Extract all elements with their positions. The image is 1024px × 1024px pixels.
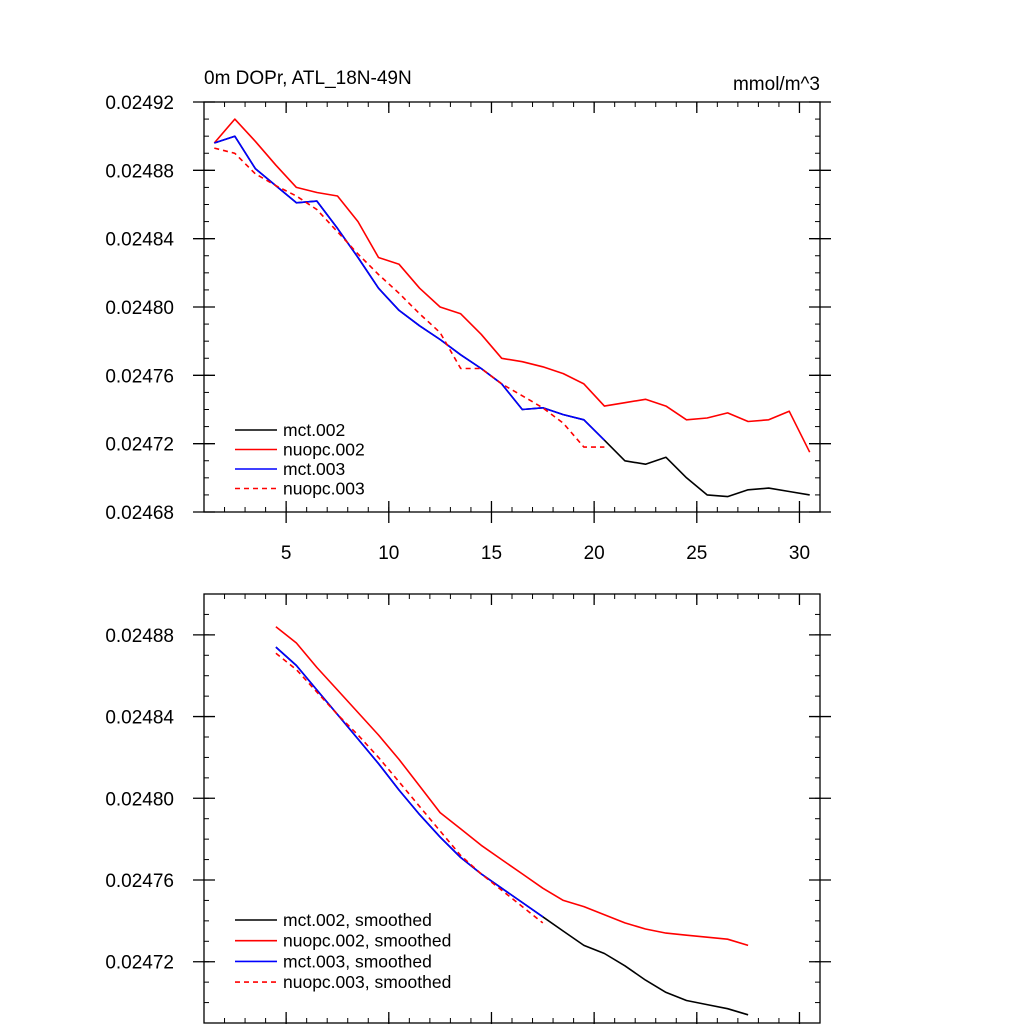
y-tick-label: 0.02488 [105, 161, 174, 182]
series-line [275, 652, 544, 924]
series-line [213, 118, 811, 453]
y-tick-label: 0.02480 [105, 789, 174, 810]
series-line [275, 646, 544, 918]
y-tick-label: 0.02484 [105, 230, 174, 251]
y-tick-label: 0.02468 [105, 503, 174, 524]
y-tick-label: 0.02472 [105, 435, 174, 456]
legend-label: mct.002 [283, 420, 345, 440]
legend-label: nuopc.002 [283, 440, 365, 460]
y-tick-label: 0.02476 [105, 366, 174, 387]
y-tick-label: 0.02484 [105, 708, 174, 729]
legend-label: mct.003 [283, 459, 345, 479]
y-tick-label: 0.02480 [105, 298, 174, 319]
series-line [214, 135, 605, 441]
legend-label: nuopc.003 [283, 479, 365, 499]
x-tick-label: 10 [378, 543, 399, 564]
chart-title-right: mmol/m^3 [733, 74, 820, 95]
y-tick-label: 0.02492 [105, 93, 174, 114]
x-tick-label: 20 [584, 543, 605, 564]
chart-panel-1: 5 10 15 20 25 30 0.02468 0.02472 0.02476 0.02480 0… [105, 68, 831, 564]
legend-label: nuopc.003, smoothed [283, 972, 451, 992]
series-line [214, 147, 605, 448]
y-tick-label: 0.02472 [105, 953, 174, 974]
chart-panel-2: 0.02472 0.02476 0.02480 0.02484 0.02488 mct.0… [105, 593, 831, 1024]
chart-title-left: 0m DOPr, ATL_18N-49N [204, 68, 412, 89]
x-tick-label: 25 [686, 543, 707, 564]
y-tick-label: 0.02476 [105, 871, 174, 892]
y-tick-label: 0.02488 [105, 626, 174, 647]
legend-label: mct.002, smoothed [283, 910, 432, 930]
series-line [275, 626, 749, 947]
x-tick-label: 15 [481, 543, 502, 564]
legend-label: mct.003, smoothed [283, 951, 432, 971]
legend-label: nuopc.002, smoothed [283, 931, 451, 951]
x-tick-label: 30 [789, 543, 810, 564]
x-tick-label: 5 [281, 543, 292, 564]
